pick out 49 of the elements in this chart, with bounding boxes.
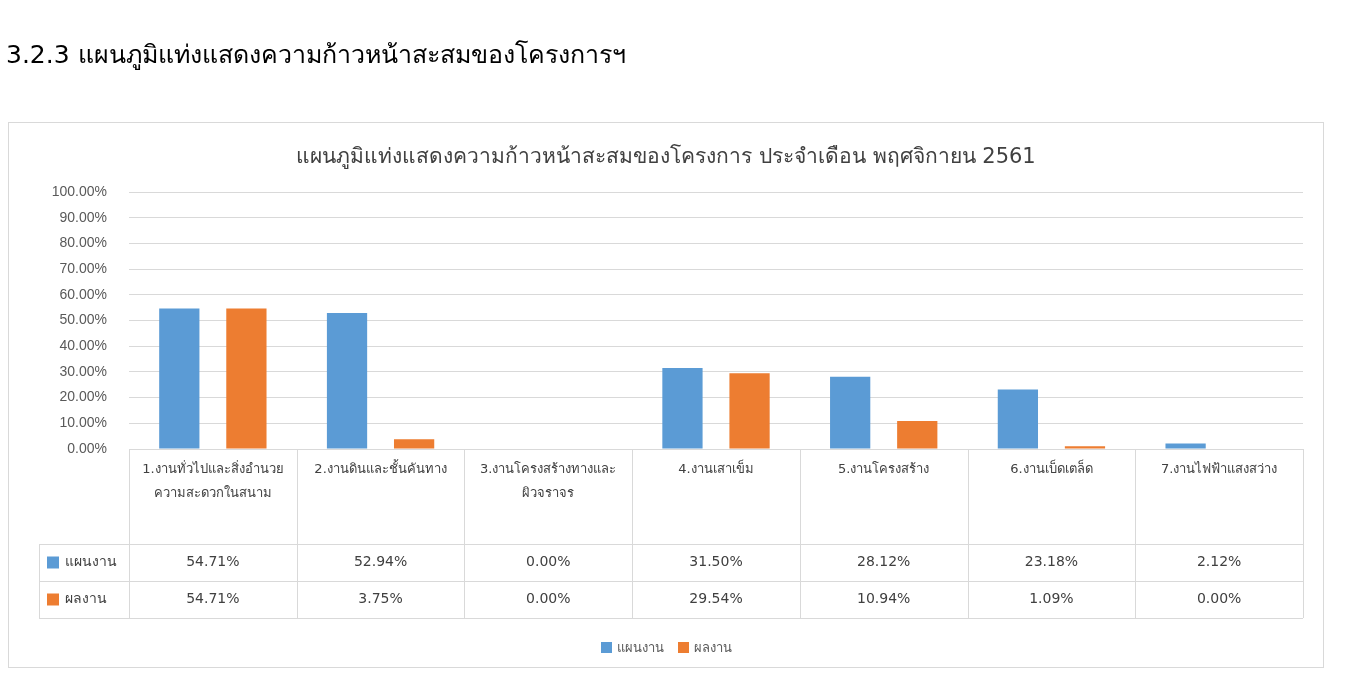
x-tick-label: 4.งานเสาเข็ม [678,458,754,476]
y-tick-label: 100.00% [51,183,107,200]
data-label: 23.18% [1024,553,1079,570]
bar [897,420,938,449]
x-tick-label: 1.งานทั่วไปและสิ่งอำนวยความสะดวกในสนาม [142,459,284,501]
y-tick-label: 80.00% [59,234,107,251]
legend-label: แผนงาน [65,553,117,570]
x-tick-label: 7.งานไฟฟ้าแสงสว่าง [1160,460,1278,476]
x-tick-label: 3.งานโครงสร้างทางและผิวจราจร [480,460,617,501]
y-tick-label: 60.00% [59,285,107,302]
data-label: 3.75% [358,590,403,607]
data-label: 0.00% [526,590,571,607]
data-label: 0.00% [526,553,571,570]
y-tick-label: 20.00% [59,388,107,405]
bar [393,439,435,449]
bar [997,389,1039,449]
bar [830,376,871,449]
y-tick-label: 90.00% [59,208,107,225]
data-label: 54.71% [186,590,240,607]
bar [729,373,770,449]
bar [326,313,368,449]
y-tick-label: 30.00% [59,362,107,379]
y-tick-label: 70.00% [59,260,107,277]
y-tick-label: 10.00% [59,414,107,431]
bar [662,368,703,449]
data-label: 54.71% [186,553,240,570]
y-tick-label: 0.00% [67,439,107,456]
data-label: 29.54% [689,590,743,607]
data-label: 0.00% [1196,590,1242,607]
data-label: 1.09% [1029,590,1074,607]
bar [226,308,267,449]
legend-label: ผลงาน [65,590,107,607]
bar [1165,443,1206,449]
text: ผลงาน [693,640,732,655]
x-tick-label: 2.งานดินและชั้นคันทาง [314,458,447,476]
data-label: 52.94% [353,553,408,570]
data-label: 31.50% [689,553,743,570]
x-tick-label: 6.งานเบ็ดเตล็ด [1010,458,1093,476]
y-tick-label: 40.00% [59,337,107,354]
bar [159,308,200,449]
data-label: 10.94% [857,590,911,607]
x-tick-label: 5.งานโครงสร้าง [838,460,930,476]
bar [1064,446,1106,449]
y-tick-label: 50.00% [59,311,107,328]
text: แผนงาน [616,640,664,655]
text: 3.2.3 แผนภูมิแท่งแสดงความก้าวหน้าสะสมของโครงการฯ [6,39,626,72]
data-label: 28.12% [857,553,911,570]
data-label: 2.12% [1196,553,1242,570]
chart-title: แผนภูมิแท่งแสดงความก้าวหน้าสะสมของโครงการ ประจำเดือน พฤศจิกายน 2561 [296,144,1036,170]
